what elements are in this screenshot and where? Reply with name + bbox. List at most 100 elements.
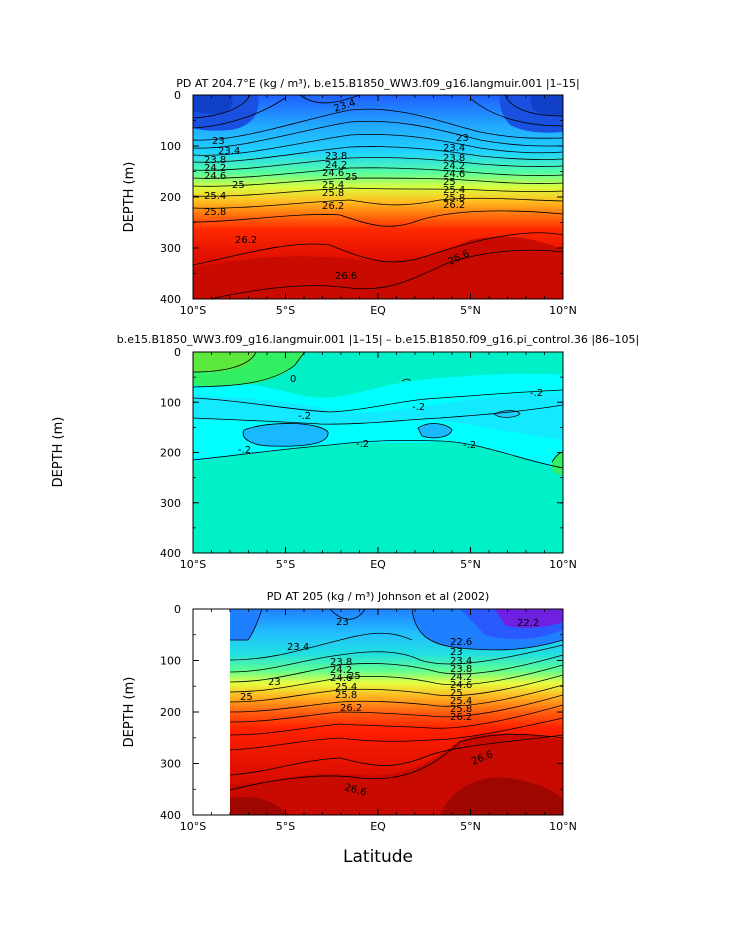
- contour-label: 24.6: [443, 169, 465, 180]
- panel-3-ticks: 10°S 5°S EQ 5°N 10°N 0 100 200 300 400: [160, 603, 577, 833]
- contour-label: -.2: [412, 402, 425, 413]
- panel-3-contours: [229, 609, 563, 791]
- y-tick-label: 0: [174, 346, 181, 359]
- x-tick-label: 10°S: [180, 304, 206, 317]
- panel-1-title: PD AT 204.7°E (kg / m³), b.e15.B1850_WW3…: [176, 77, 579, 90]
- panel-1-shade: [530, 95, 563, 116]
- x-tick-label: 5°N: [460, 820, 481, 833]
- panel-1: PD AT 204.7°E (kg / m³), b.e15.B1850_WW3…: [122, 77, 580, 317]
- contour-label: 23: [450, 647, 463, 658]
- contour-label: 23: [456, 133, 469, 144]
- x-tick-label: 5°S: [276, 820, 295, 833]
- contour-label: 23.8: [330, 657, 352, 668]
- contour-label: 24.6: [322, 168, 344, 179]
- contour-label: 23.4: [450, 656, 472, 667]
- y-tick-label: 0: [174, 603, 181, 616]
- y-tick-label: 200: [160, 706, 181, 719]
- contour-label: 25: [443, 177, 456, 188]
- panel-3-shade: [440, 777, 563, 815]
- contour-label: 24.2: [325, 160, 347, 171]
- x-tick-label: 10°S: [180, 558, 206, 571]
- panel-2-ticks: 10°S 5°S EQ 5°N 10°N 0 100 200 300 400: [160, 346, 577, 571]
- panel-1-shade: [193, 95, 233, 114]
- contour-label: 0: [290, 374, 296, 385]
- contour-label: 25.8: [443, 193, 465, 204]
- contour-label: 25.4: [204, 191, 226, 202]
- contour-label: -.2: [530, 388, 543, 399]
- y-tick-label: 400: [160, 547, 181, 560]
- contour-label: 25.4: [450, 696, 472, 707]
- panel-2-shade: [193, 392, 563, 440]
- y-tick-label: 0: [174, 89, 181, 102]
- contour-label: 23.4: [287, 642, 309, 653]
- contour-label: 24.6: [450, 680, 472, 691]
- x-tick-label: 10°N: [549, 820, 577, 833]
- contour-label: 26.2: [235, 235, 257, 246]
- contour-label: 25.8: [335, 690, 357, 701]
- panel-1-ticks: 10°S 5°S EQ 5°N 10°N 0 100 200 300 400: [160, 89, 577, 317]
- panel-2-shade: [243, 423, 329, 447]
- panel-1-shade: [193, 236, 563, 299]
- contour-label: -.2: [298, 411, 311, 422]
- panel-2-shade: [418, 423, 452, 438]
- contour-label: 25.8: [204, 207, 226, 218]
- panel-2-contours: [193, 352, 563, 469]
- x-tick-label: 5°N: [460, 304, 481, 317]
- contour-label: 25.4: [443, 185, 465, 196]
- x-tick-label: 10°N: [549, 304, 577, 317]
- contour-label: 25: [345, 172, 358, 183]
- contour-label: 23.8: [325, 151, 347, 162]
- panel-2-ylabel: DEPTH (m): [51, 417, 66, 488]
- contour-label: 22.2: [517, 618, 539, 629]
- contour-label: 25: [348, 671, 361, 682]
- panel-1-ylabel: DEPTH (m): [122, 162, 137, 233]
- x-tick-label: EQ: [370, 820, 386, 833]
- panel-2-title: b.e15.B1850_WW3.f09_g16.langmuir.001 |1–…: [117, 333, 639, 346]
- contour-label: 23.8: [443, 153, 465, 164]
- contour-label: -.2: [463, 440, 476, 451]
- contour-label: 26.2: [340, 703, 362, 714]
- panel-3: PD AT 205 (kg / m³) Johnson et al (2002): [122, 590, 577, 867]
- y-tick-label: 100: [160, 396, 181, 409]
- y-tick-label: 300: [160, 242, 181, 255]
- contour-label: 24.2: [450, 672, 472, 683]
- x-axis-label: Latitude: [343, 847, 413, 867]
- panel-2-shade: [551, 452, 563, 476]
- x-tick-label: EQ: [370, 558, 386, 571]
- contour-label: 24.6: [204, 171, 226, 182]
- x-tick-label: EQ: [370, 304, 386, 317]
- contour-label: 26.2: [322, 201, 344, 212]
- y-tick-label: 100: [160, 655, 181, 668]
- panel-1-contours: [193, 95, 563, 299]
- contour-label: 25.8: [450, 704, 472, 715]
- contour-label: 23: [336, 617, 349, 628]
- panel-3-shade: [230, 609, 262, 640]
- contour-label: 24.6: [330, 673, 352, 684]
- contour-label: 25.4: [322, 180, 344, 191]
- contour-label: 22.6: [450, 637, 472, 648]
- contour-label: 25: [450, 688, 463, 699]
- x-tick-label: 10°N: [549, 558, 577, 571]
- x-tick-label: 10°S: [180, 820, 206, 833]
- contour-label: 23.4: [443, 143, 465, 154]
- contour-label: 26.2: [450, 712, 472, 723]
- y-tick-label: 300: [160, 497, 181, 510]
- y-tick-label: 200: [160, 191, 181, 204]
- panel-2-shade: [193, 352, 255, 372]
- x-tick-label: 5°S: [276, 304, 295, 317]
- contour-label: 25: [240, 692, 253, 703]
- contour-label: 25.8: [322, 188, 344, 199]
- y-tick-label: 400: [160, 809, 181, 822]
- contour-label: 23.4: [218, 146, 240, 157]
- contour-label: 23: [212, 136, 225, 147]
- contour-label: 23.8: [204, 155, 226, 166]
- contour-label: 24.2: [330, 665, 352, 676]
- contour-label: 26.6: [335, 271, 357, 282]
- contour-label: 23.8: [450, 664, 472, 675]
- contour-label: -.2: [238, 445, 251, 456]
- contour-label: 25.4: [335, 682, 357, 693]
- x-tick-label: 5°N: [460, 558, 481, 571]
- contour-label: 25: [232, 180, 245, 191]
- y-tick-label: 100: [160, 140, 181, 153]
